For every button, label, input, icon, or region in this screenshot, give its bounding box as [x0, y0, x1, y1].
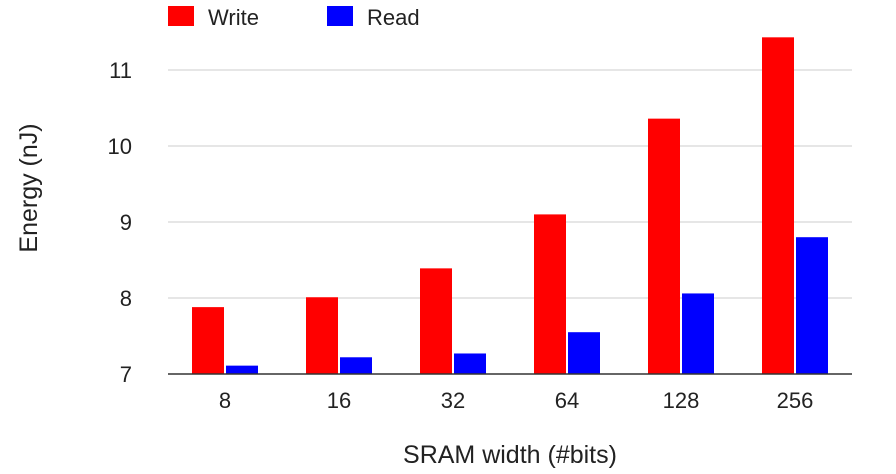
legend-label-read: Read — [367, 5, 420, 30]
bar-read-8 — [226, 365, 258, 374]
x-tick-16: 16 — [327, 388, 351, 413]
legend-label-write: Write — [208, 5, 259, 30]
legend-swatch-write — [168, 6, 194, 26]
legend: Write Read — [168, 5, 420, 30]
x-tick-32: 32 — [441, 388, 465, 413]
bar-read-64 — [568, 332, 600, 374]
y-axis-title: Energy (nJ) — [15, 123, 43, 252]
bar-read-16 — [340, 357, 372, 374]
x-tick-64: 64 — [555, 388, 579, 413]
bar-read-32 — [454, 353, 486, 374]
bars — [192, 37, 828, 374]
bar-read-256 — [796, 237, 828, 374]
x-tick-128: 128 — [663, 388, 700, 413]
x-tick-labels: 8 16 32 64 128 256 — [219, 388, 813, 413]
x-tick-256: 256 — [777, 388, 814, 413]
y-tick-9: 9 — [120, 210, 132, 235]
bar-write-64 — [534, 214, 566, 374]
gridlines — [168, 69, 852, 299]
y-tick-7: 7 — [120, 362, 132, 387]
bar-write-32 — [420, 268, 452, 374]
y-tick-11: 11 — [109, 58, 132, 83]
legend-swatch-read — [327, 6, 353, 26]
bar-write-256 — [762, 37, 794, 374]
y-tick-10: 10 — [108, 134, 132, 159]
bar-read-128 — [682, 293, 714, 374]
y-tick-labels: 7 8 9 10 11 — [108, 58, 132, 387]
x-tick-8: 8 — [219, 388, 231, 413]
y-tick-8: 8 — [120, 286, 132, 311]
bar-write-128 — [648, 118, 680, 374]
bar-write-16 — [306, 297, 338, 374]
x-axis-title: SRAM width (#bits) — [403, 441, 617, 469]
bar-write-8 — [192, 307, 224, 374]
